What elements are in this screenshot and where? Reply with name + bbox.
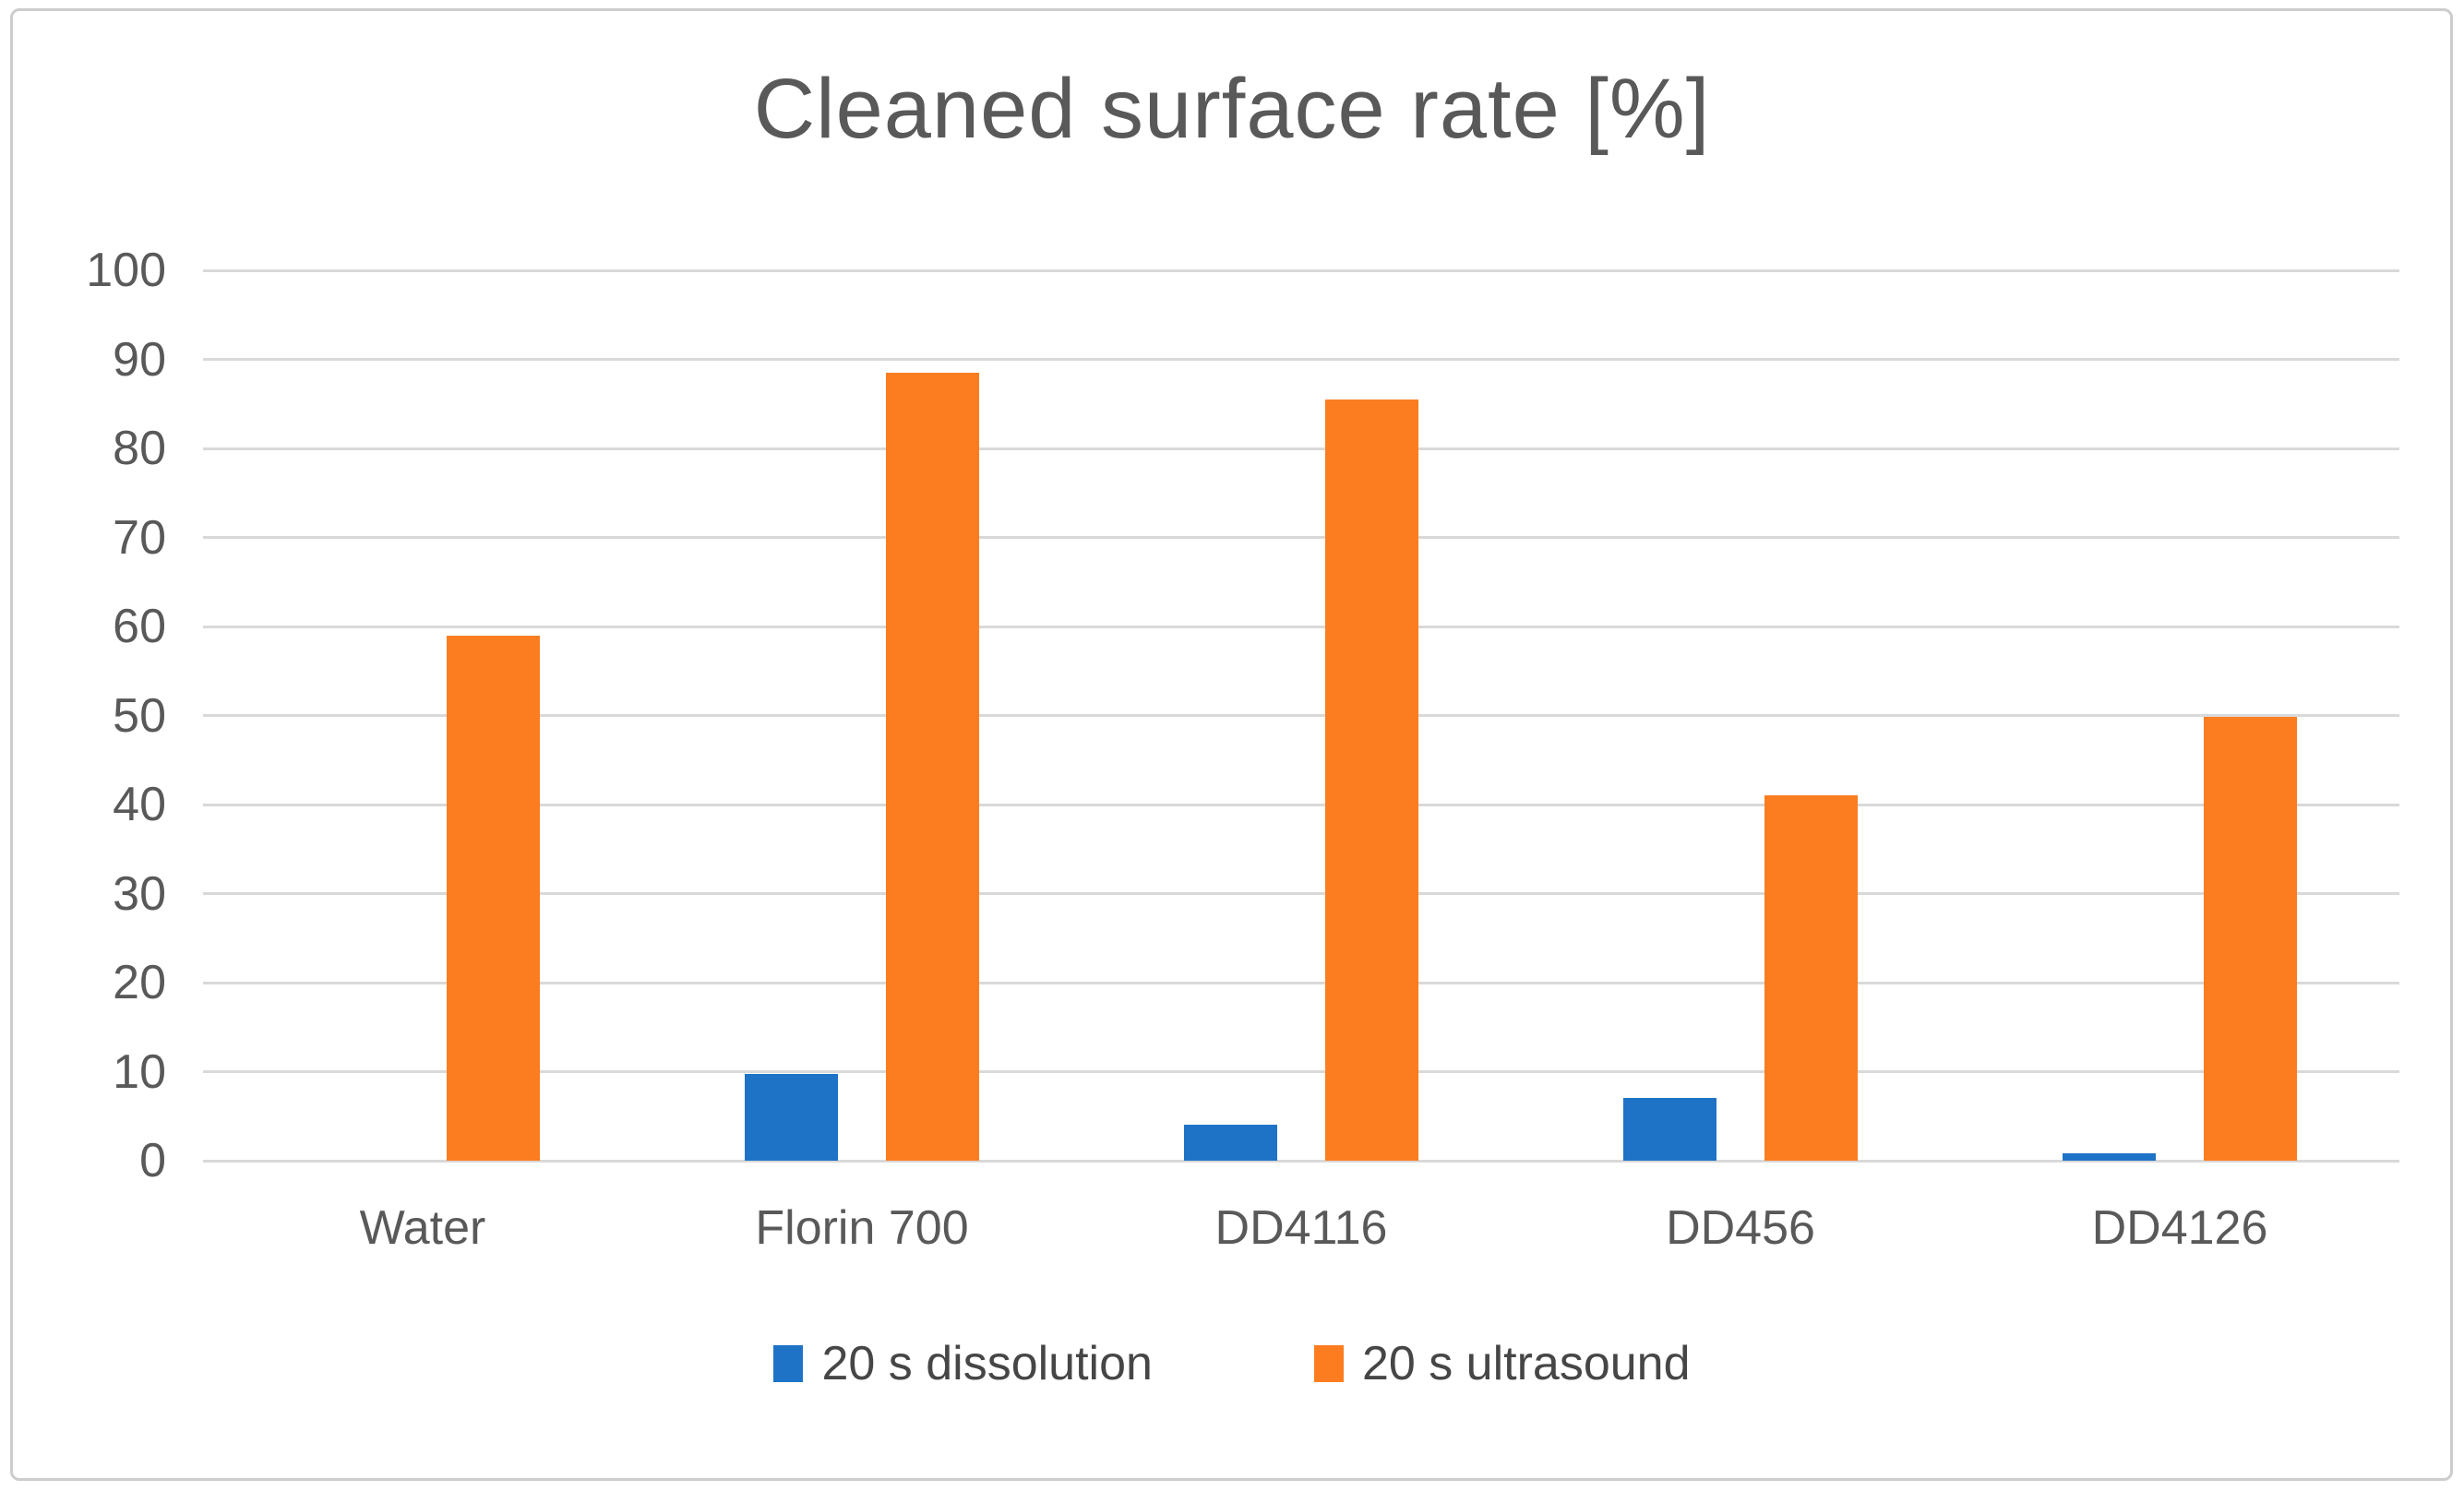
plot-area — [203, 268, 2399, 1163]
y-axis-tick-label-30: 30 — [113, 866, 166, 921]
bar-20-s-ultrasound-florin-700 — [886, 372, 979, 1161]
bar-20-s-dissolution-florin-700 — [745, 1074, 838, 1161]
legend-swatch-20-s-ultrasound — [1313, 1345, 1344, 1382]
y-axis-tick-label-10: 10 — [113, 1044, 166, 1099]
y-axis-tick-label-40: 40 — [113, 778, 166, 831]
gridline-90 — [203, 358, 2399, 361]
x-axis-category-label-water: Water — [359, 1201, 486, 1255]
y-axis-tick-label-50: 50 — [113, 688, 166, 743]
chart-title: Cleaned surface rate [%] — [753, 62, 1711, 156]
bar-20-s-dissolution-dd4126 — [2063, 1153, 2156, 1161]
legend-swatch-20-s-dissolution — [773, 1345, 804, 1382]
bar-group-dd456 — [1521, 270, 1960, 1161]
x-axis-category-label-dd4116: DD4116 — [1214, 1201, 1388, 1255]
x-axis-category-label-dd4126: DD4126 — [2091, 1201, 2268, 1255]
y-axis-tick-label-100: 100 — [86, 244, 166, 297]
gridline-30 — [203, 892, 2399, 895]
y-axis-tick-label-0: 0 — [139, 1134, 166, 1187]
bar-20-s-ultrasound-dd4126 — [2204, 717, 2297, 1161]
gridline-60 — [203, 625, 2399, 628]
bar-20-s-ultrasound-dd4116 — [1325, 399, 1418, 1161]
gridline-70 — [203, 536, 2399, 539]
bar-20-s-dissolution-dd4116 — [1184, 1125, 1277, 1161]
x-axis-category-label-dd456: DD456 — [1666, 1201, 1815, 1255]
bar-group-florin-700 — [642, 270, 1082, 1161]
gridline-100 — [203, 268, 2399, 272]
gridline-80 — [203, 447, 2399, 450]
legend: 20 s dissolution 20 s ultrasound — [0, 1336, 2464, 1391]
bar-20-s-ultrasound-water — [447, 635, 540, 1161]
y-axis-tick-label-20: 20 — [113, 956, 166, 1009]
bar-group-dd4126 — [1960, 270, 2399, 1161]
gridline-10 — [203, 1070, 2399, 1073]
gridline-40 — [203, 803, 2399, 806]
legend-item-20-s-dissolution: 20 s dissolution — [773, 1336, 1153, 1391]
bar-20-s-ultrasound-dd456 — [1764, 795, 1858, 1161]
x-axis-labels: Water Florin 700 DD4116 DD456 DD4126 — [203, 1198, 2399, 1258]
legend-label-20-s-ultrasound: 20 s ultrasound — [1361, 1337, 1691, 1390]
x-axis-category-label-florin-700: Florin 700 — [755, 1201, 969, 1255]
y-axis-tick-label-70: 70 — [113, 510, 166, 565]
gridline-20 — [203, 981, 2399, 984]
gridline-50 — [203, 714, 2399, 717]
bar-group-dd4116 — [1082, 270, 1521, 1161]
legend-item-20-s-ultrasound: 20 s ultrasound — [1313, 1336, 1691, 1391]
bar-20-s-dissolution-dd456 — [1623, 1098, 1716, 1161]
y-axis-tick-label-90: 90 — [113, 332, 166, 387]
y-axis-tick-label-80: 80 — [113, 422, 166, 475]
legend-label-20-s-dissolution: 20 s dissolution — [821, 1337, 1153, 1390]
bars-layer — [203, 270, 2399, 1161]
bar-group-water — [203, 270, 642, 1161]
y-axis-tick-label-60: 60 — [113, 600, 166, 653]
gridline-0 — [203, 1159, 2399, 1163]
